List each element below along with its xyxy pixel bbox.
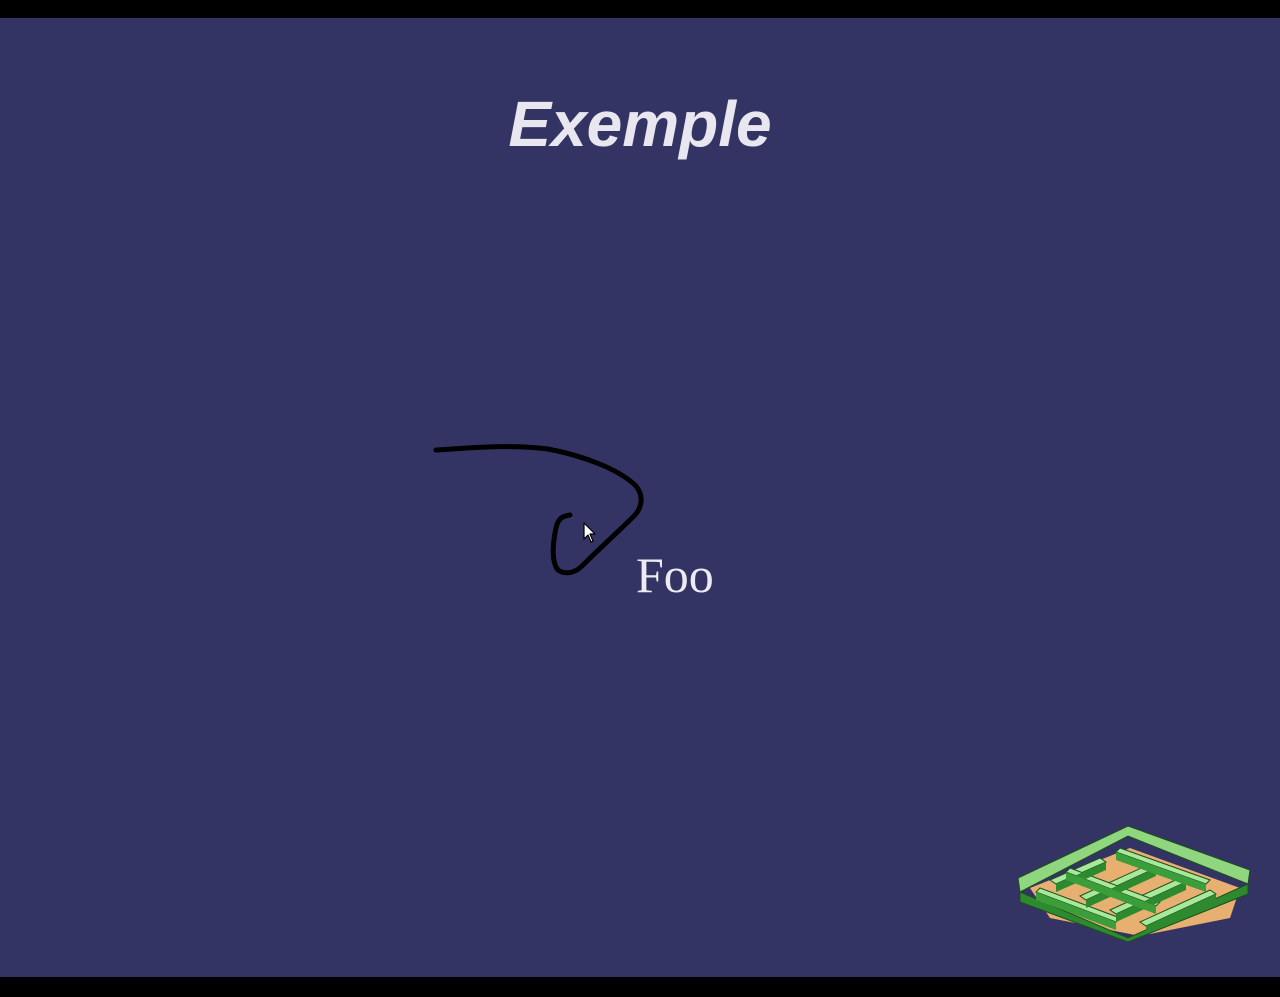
ink-stroke [433,444,644,576]
maze-logo-icon [1017,825,1251,942]
slide-text-foo: Foo [636,547,714,603]
presentation-slide[interactable]: Exemple Foo [0,18,1280,977]
mouse-pointer-icon [583,522,596,543]
slide-title: Exemple [508,88,772,160]
freehand-annotation [433,444,644,576]
